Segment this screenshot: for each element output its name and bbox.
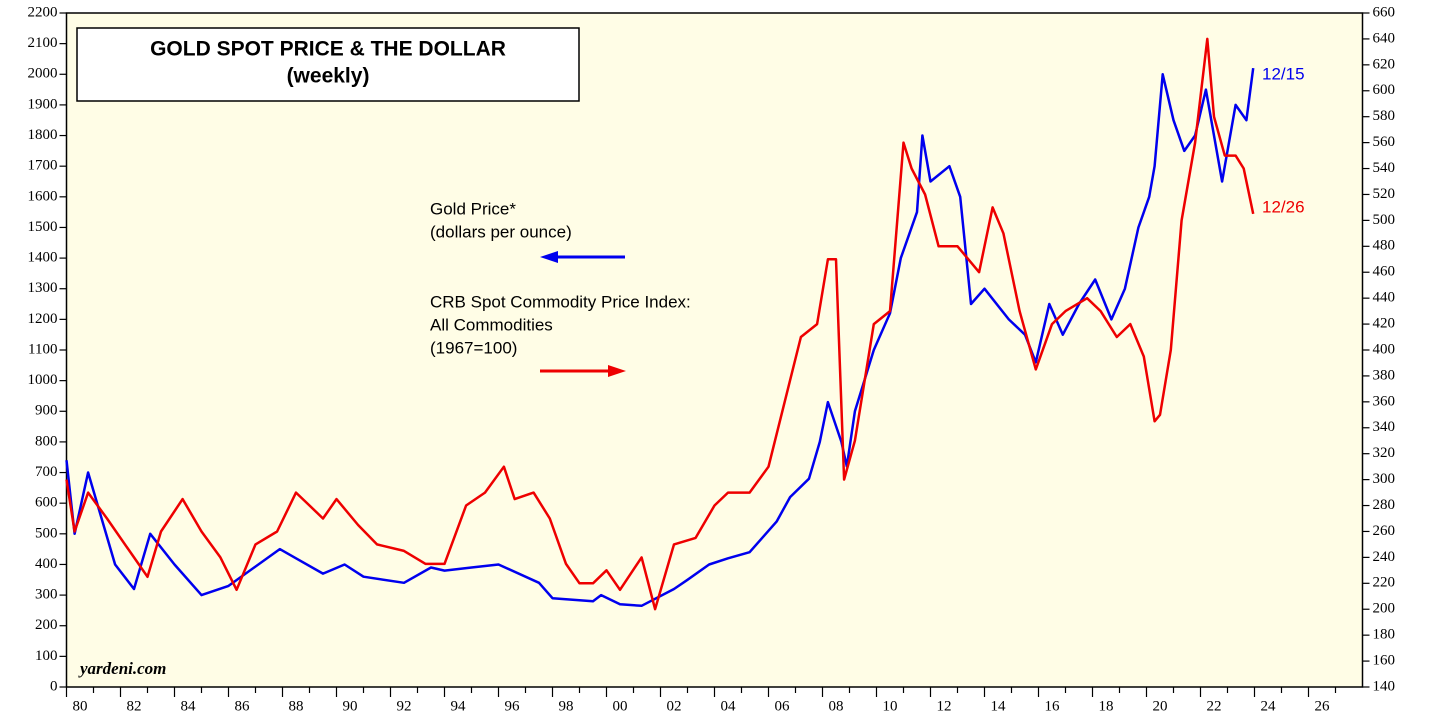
x-tick-label: 90 [343, 698, 358, 714]
y-tick-label: 100 [35, 648, 58, 664]
y-tick-label: 900 [35, 403, 58, 419]
y2-tick-label: 360 [1373, 393, 1396, 409]
y2-tick-label: 640 [1373, 30, 1396, 46]
y2-tick-label: 140 [1373, 678, 1396, 694]
annotation: Gold Price* [430, 199, 516, 218]
y-tick-label: 1300 [28, 280, 58, 296]
x-tick-label: 98 [559, 698, 574, 714]
annotation: All Commodities [430, 315, 553, 334]
y2-tick-label: 480 [1373, 238, 1396, 254]
x-tick-label: 10 [883, 698, 898, 714]
x-tick-label: 96 [505, 698, 521, 714]
annotation: (dollars per ounce) [430, 222, 572, 241]
y-tick-label: 1400 [28, 250, 58, 266]
y2-tick-label: 240 [1373, 549, 1396, 565]
y2-tick-label: 320 [1373, 445, 1396, 461]
annotation: (1967=100) [430, 338, 517, 357]
y2-tick-label: 380 [1373, 367, 1396, 383]
x-tick-label: 18 [1099, 698, 1114, 714]
x-tick-label: 80 [73, 698, 88, 714]
x-tick-label: 88 [289, 698, 304, 714]
arrow-head [608, 365, 626, 377]
annotation: CRB Spot Commodity Price Index: [430, 292, 691, 311]
arrow-head [540, 251, 558, 263]
x-tick-label: 24 [1261, 698, 1277, 714]
end-label: 12/26 [1262, 197, 1305, 216]
y-tick-label: 1800 [28, 127, 58, 143]
y2-tick-label: 180 [1373, 627, 1396, 643]
y2-tick-label: 440 [1373, 290, 1396, 306]
y-tick-label: 1600 [28, 188, 58, 204]
chart-title: GOLD SPOT PRICE & THE DOLLAR [150, 38, 506, 61]
y2-tick-label: 200 [1373, 601, 1396, 617]
x-tick-label: 08 [829, 698, 844, 714]
x-tick-label: 20 [1153, 698, 1168, 714]
x-tick-label: 84 [181, 698, 197, 714]
y-tick-label: 1500 [28, 219, 58, 235]
x-tick-label: 12 [937, 698, 952, 714]
y-tick-label: 500 [35, 525, 58, 541]
y2-tick-label: 400 [1373, 341, 1396, 357]
y-tick-label: 600 [35, 495, 58, 511]
source: yardeni.com [78, 659, 166, 678]
y-tick-label: 700 [35, 464, 58, 480]
series-line [65, 67, 1255, 608]
x-tick-label: 86 [235, 698, 251, 714]
y-tick-label: 1200 [28, 311, 58, 327]
y2-tick-label: 580 [1373, 108, 1396, 124]
x-tick-label: 14 [991, 698, 1007, 714]
title-box [76, 27, 580, 102]
y2-tick-label: 600 [1373, 82, 1396, 98]
y-tick-label: 2200 [28, 4, 58, 20]
y2-tick-label: 520 [1373, 186, 1396, 202]
y-tick-label: 2100 [28, 35, 58, 51]
y2-tick-label: 500 [1373, 212, 1396, 228]
chart-subtitle: (weekly) [287, 65, 370, 88]
y2-tick-label: 540 [1373, 160, 1396, 176]
y2-tick-label: 620 [1373, 56, 1396, 72]
y-tick-label: 0 [50, 678, 58, 694]
y2-tick-label: 220 [1373, 575, 1396, 591]
y2-tick-label: 460 [1373, 264, 1396, 280]
x-tick-label: 06 [775, 698, 791, 714]
y2-tick-label: 560 [1373, 134, 1396, 150]
y-tick-label: 800 [35, 433, 58, 449]
x-tick-label: 22 [1207, 698, 1222, 714]
x-tick-label: 26 [1315, 698, 1331, 714]
y-tick-label: 300 [35, 587, 58, 603]
y2-tick-label: 160 [1373, 653, 1396, 669]
y2-tick-label: 340 [1373, 419, 1396, 435]
y-tick-label: 1700 [28, 158, 58, 174]
x-tick-label: 02 [667, 698, 682, 714]
y2-tick-label: 300 [1373, 471, 1396, 487]
y-tick-label: 1900 [28, 96, 58, 112]
y2-tick-label: 420 [1373, 316, 1396, 332]
y-tick-label: 1100 [28, 341, 57, 357]
x-tick-label: 16 [1045, 698, 1061, 714]
x-tick-label: 82 [127, 698, 142, 714]
series-line [65, 37, 1255, 611]
y-tick-label: 1000 [28, 372, 58, 388]
x-tick-label: 04 [721, 698, 737, 714]
x-tick-label: 00 [613, 698, 628, 714]
y-tick-label: 2000 [28, 66, 58, 82]
x-tick-label: 92 [397, 698, 412, 714]
y2-tick-label: 660 [1373, 4, 1396, 20]
y2-tick-label: 260 [1373, 523, 1396, 539]
plot-area [65, 12, 1364, 688]
y-tick-label: 200 [35, 617, 58, 633]
end-label: 12/15 [1262, 64, 1305, 83]
y2-tick-label: 280 [1373, 497, 1396, 513]
y-tick-label: 400 [35, 556, 58, 572]
x-tick-label: 94 [451, 698, 467, 714]
